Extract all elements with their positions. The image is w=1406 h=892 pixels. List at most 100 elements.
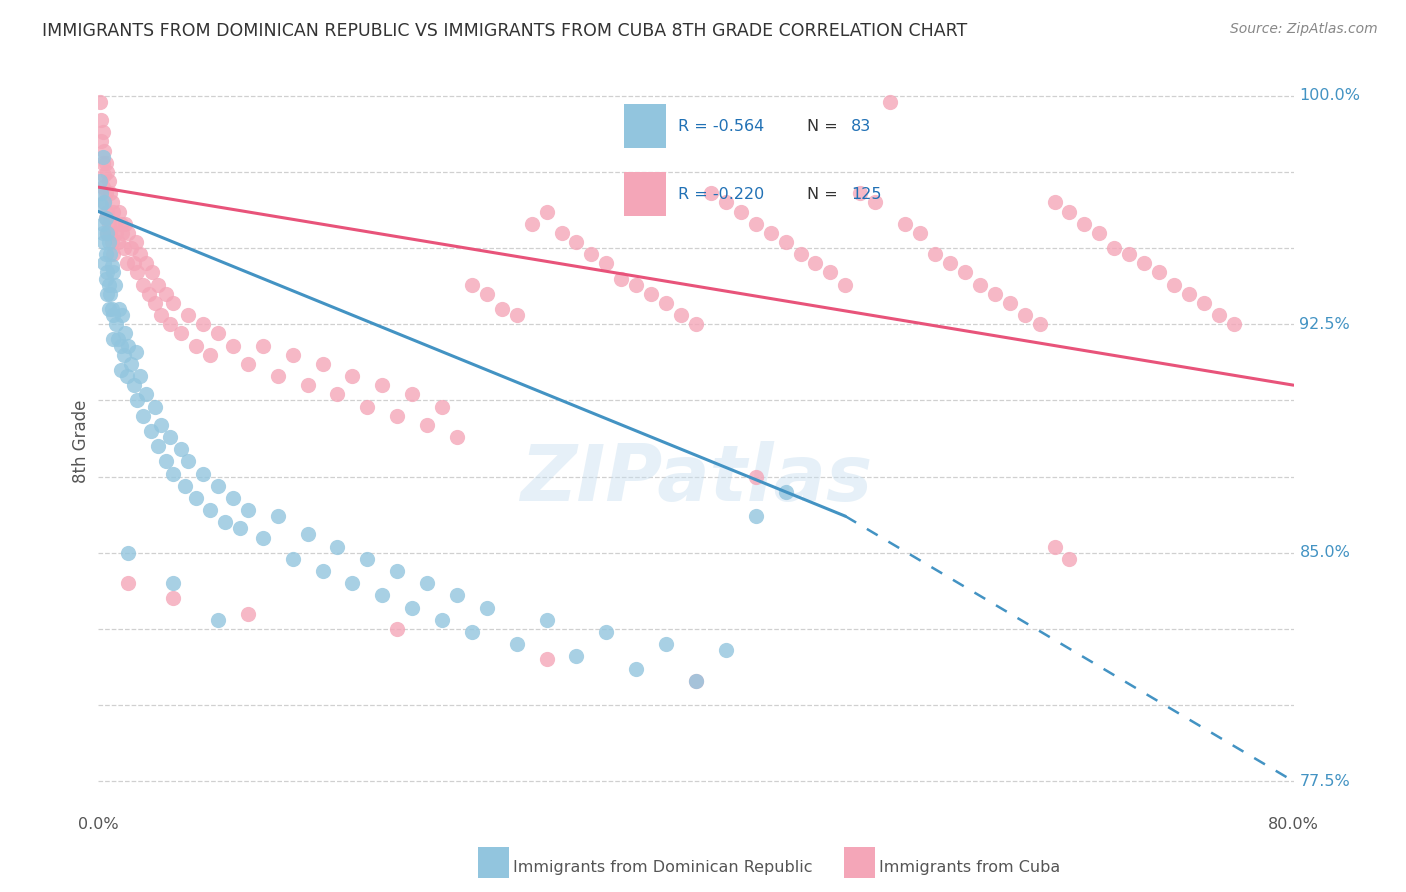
Point (148, 277, 170, 292)
Point (135, 256, 157, 270)
Point (207, 613, 229, 627)
Point (94, 271, 117, 285)
Text: 92.5%: 92.5% (1299, 317, 1350, 332)
Point (745, 217, 768, 231)
Point (491, 301, 513, 316)
Point (162, 576, 184, 591)
Point (98, 226, 122, 240)
Point (446, 588, 468, 602)
Point (115, 256, 138, 270)
Point (356, 552, 378, 566)
Point (91, 217, 114, 231)
Point (385, 409, 409, 423)
Point (924, 247, 946, 261)
Point (143, 296, 166, 310)
Point (595, 256, 617, 270)
Point (759, 226, 782, 240)
Point (834, 277, 856, 292)
Point (849, 186, 872, 201)
Point (311, 564, 333, 578)
Point (91, 226, 114, 240)
Point (953, 265, 976, 279)
Point (624, 661, 647, 675)
Point (93, 195, 115, 210)
Point (104, 217, 127, 231)
Point (107, 333, 129, 347)
Point (132, 277, 155, 292)
Point (101, 195, 124, 210)
Y-axis label: 8th Grade: 8th Grade (72, 400, 90, 483)
Point (714, 195, 737, 210)
Point (536, 204, 558, 219)
Point (96, 165, 118, 179)
Point (96, 265, 118, 279)
Point (565, 235, 588, 249)
Point (520, 217, 543, 231)
Point (177, 308, 200, 322)
Point (114, 326, 136, 341)
Point (506, 308, 529, 322)
Point (94, 186, 117, 201)
Point (91, 150, 114, 164)
Point (536, 613, 558, 627)
Point (745, 509, 768, 524)
Point (111, 226, 134, 240)
Point (200, 503, 222, 517)
Point (1043, 540, 1066, 554)
Point (159, 430, 181, 444)
Point (169, 326, 191, 341)
Point (1163, 277, 1185, 292)
Point (326, 540, 349, 554)
Point (184, 491, 207, 505)
Point (177, 454, 200, 468)
Point (342, 576, 364, 591)
Point (685, 317, 707, 331)
Point (94, 155, 117, 169)
Point (1028, 317, 1050, 331)
Point (685, 673, 707, 688)
Point (969, 277, 991, 292)
Point (97, 174, 120, 188)
Point (1073, 217, 1095, 231)
Point (536, 652, 558, 666)
Point (714, 643, 737, 657)
Point (103, 247, 125, 261)
Point (385, 564, 409, 578)
Point (1059, 552, 1081, 566)
Point (297, 378, 319, 392)
Point (297, 527, 319, 541)
Point (110, 363, 132, 377)
Point (117, 546, 139, 560)
Point (267, 509, 290, 524)
Point (93, 235, 115, 249)
Point (595, 624, 617, 639)
Point (191, 467, 214, 481)
Point (98, 186, 122, 201)
Point (150, 417, 173, 432)
Point (640, 286, 662, 301)
Text: Immigrants from Cuba: Immigrants from Cuba (879, 860, 1060, 874)
Point (103, 265, 125, 279)
Point (112, 348, 135, 362)
Point (1133, 256, 1156, 270)
Point (775, 484, 797, 499)
Point (107, 235, 129, 249)
Point (103, 308, 125, 322)
Point (200, 348, 222, 362)
Point (90, 186, 112, 201)
Point (229, 521, 252, 535)
Point (998, 296, 1021, 310)
Point (117, 226, 139, 240)
Point (114, 217, 136, 231)
Text: ZIPatlas: ZIPatlas (520, 441, 872, 516)
Point (207, 326, 229, 341)
Point (1088, 226, 1111, 240)
Text: 100.0%: 100.0% (1299, 88, 1361, 103)
Point (804, 256, 827, 270)
Point (207, 479, 229, 493)
Point (236, 607, 259, 621)
Point (105, 317, 128, 331)
Point (96, 204, 118, 219)
Point (385, 622, 409, 636)
Point (108, 204, 131, 219)
